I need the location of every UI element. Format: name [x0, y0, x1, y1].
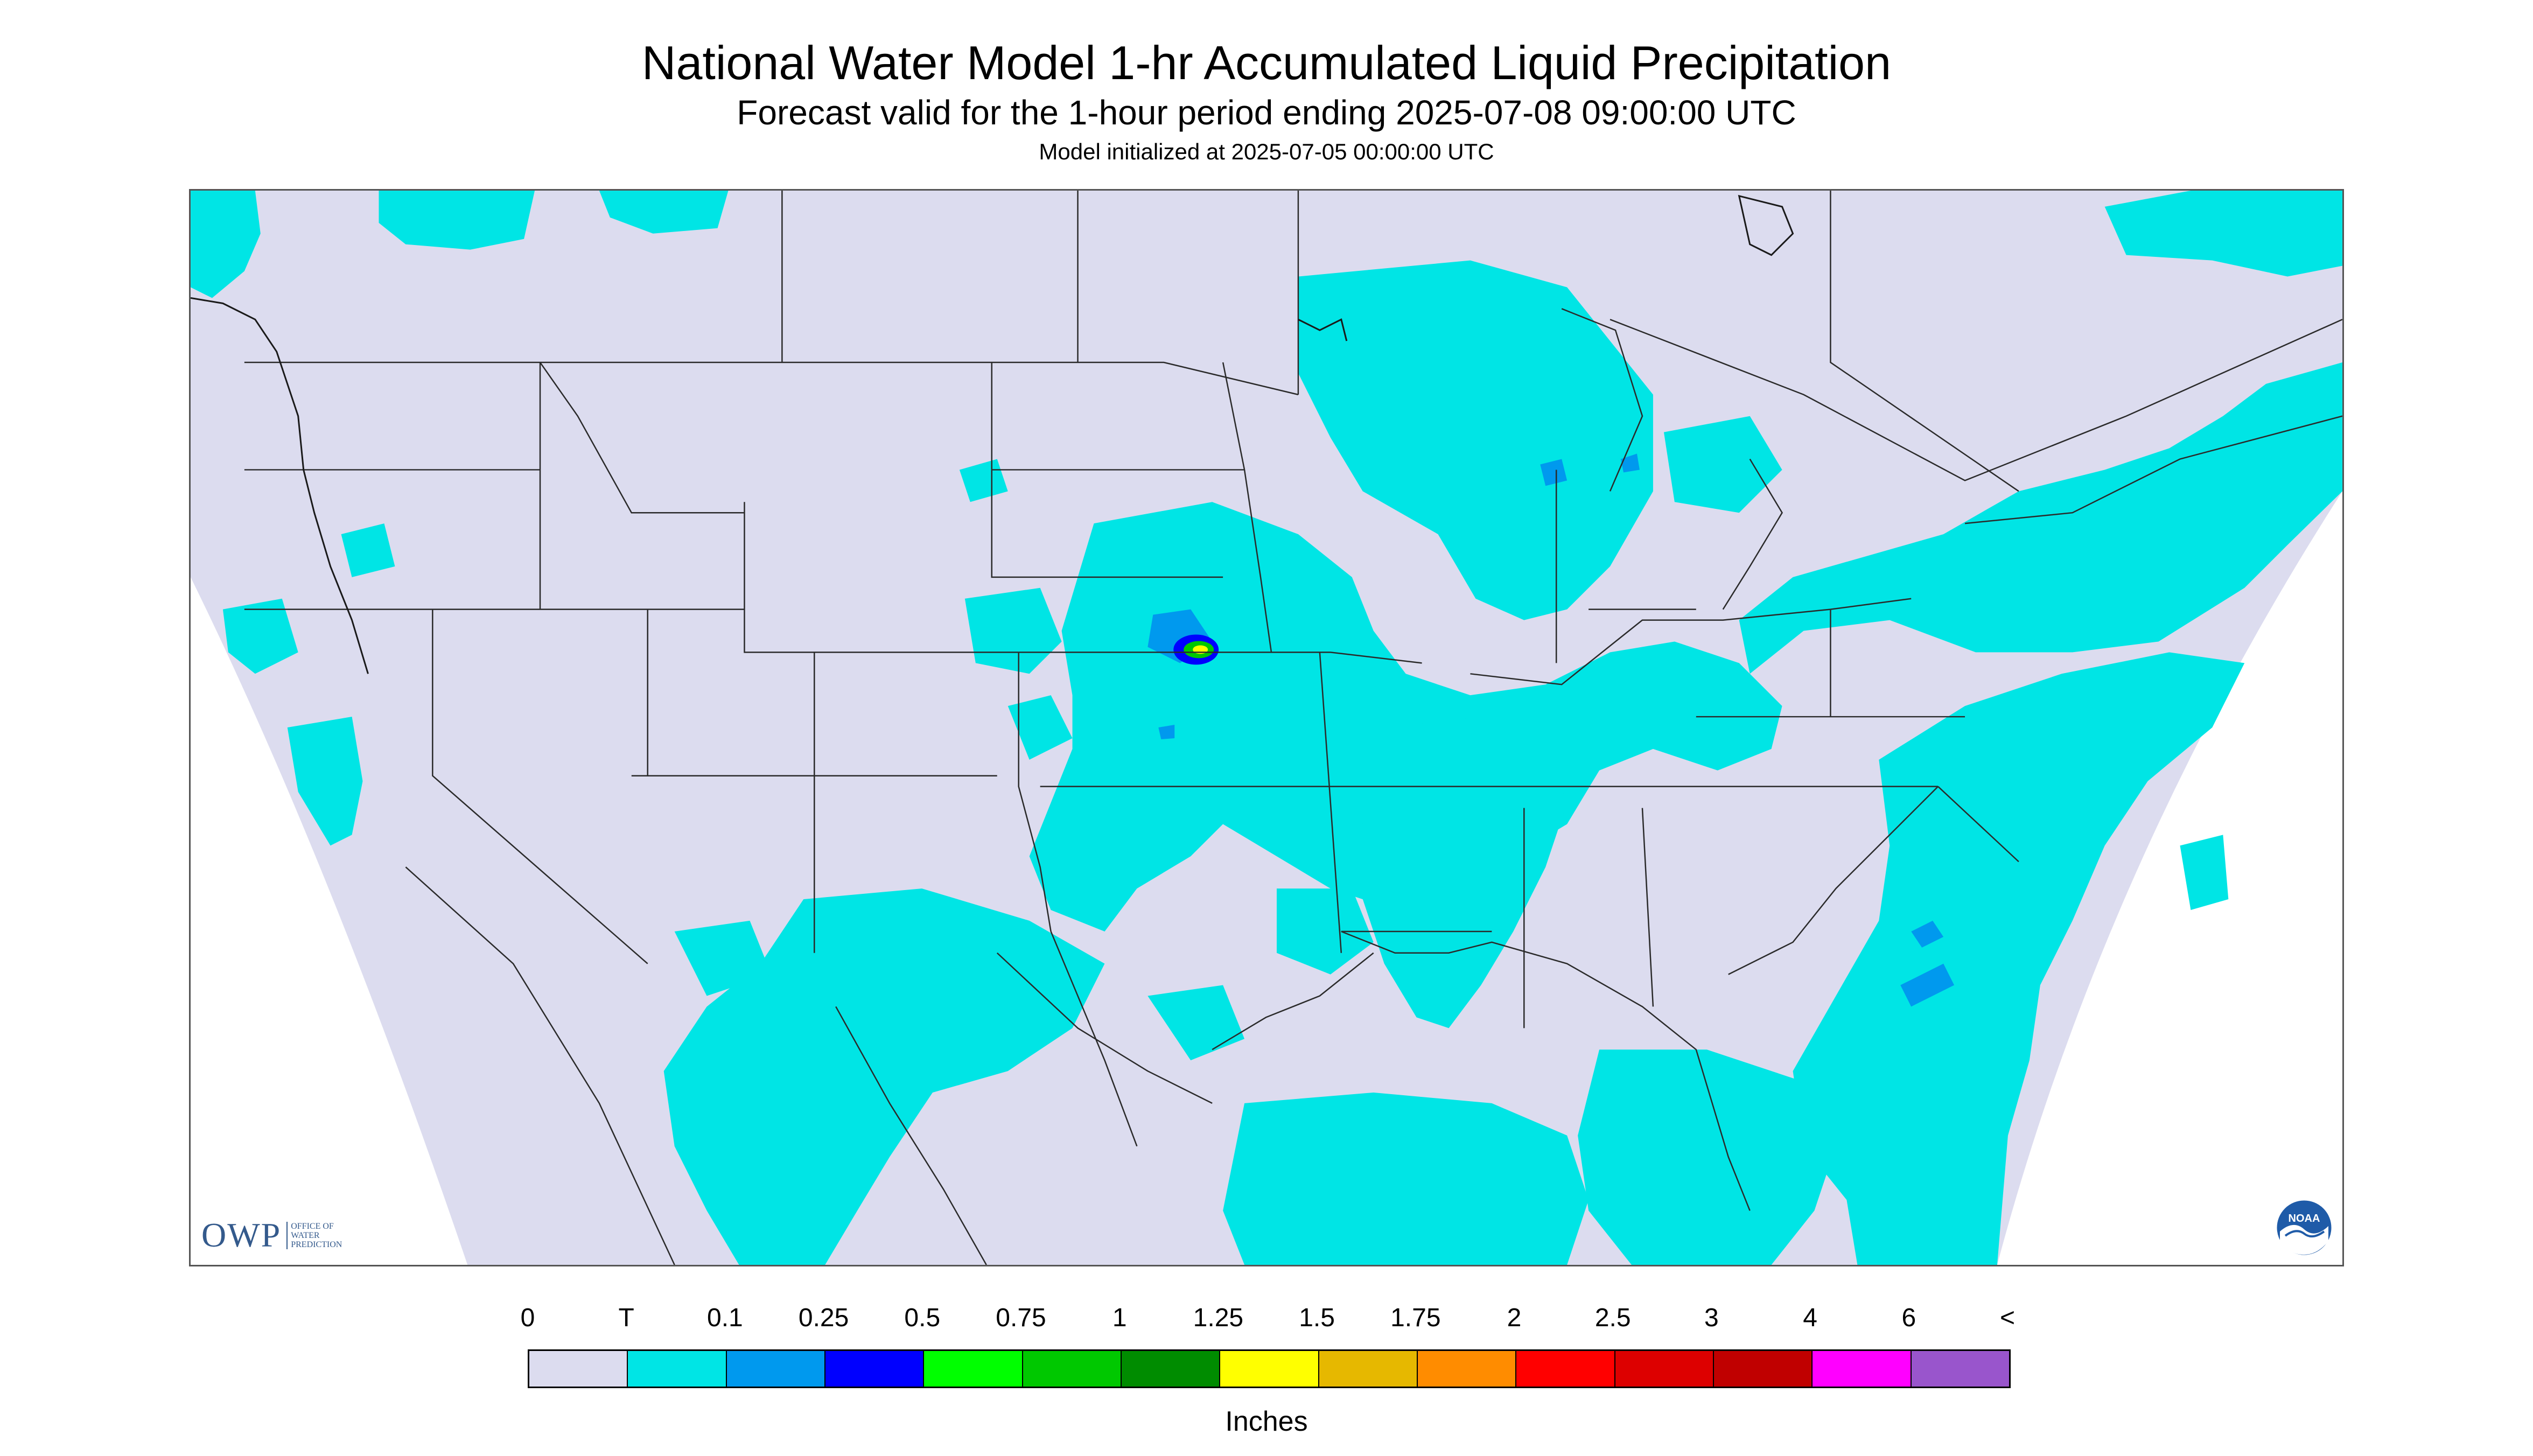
- legend-swatch: [1417, 1351, 1517, 1387]
- legend-label: 0.25: [798, 1304, 849, 1332]
- noaa-logo-icon: NOAA: [2275, 1199, 2333, 1257]
- legend-swatch: [1516, 1351, 1615, 1387]
- legend-swatch: [1220, 1351, 1319, 1387]
- legend-labels: 0 T 0.1 0.25 0.5 0.75 1 1.25 1.5 1.75 2 2.5 3 4 6 <: [0, 1303, 2533, 1335]
- legend-label: 0.1: [707, 1304, 743, 1332]
- map-title: National Water Model 1-hr Accumulated Li…: [641, 36, 1892, 89]
- legend-units: Inches: [1225, 1406, 1308, 1437]
- political-boundaries: [244, 191, 2342, 1265]
- coastline-detail: [191, 194, 1794, 674]
- heavy-precip-cell: [1173, 634, 1219, 665]
- forecast-valid-subtitle: Forecast valid for the 1-hour period end…: [737, 93, 1796, 132]
- legend-label: 1.25: [1193, 1304, 1244, 1332]
- legend-swatch: [1319, 1351, 1418, 1387]
- trace-precip-areas: [191, 191, 2342, 1265]
- legend-swatch: [1813, 1351, 1912, 1387]
- legend-swatch: [924, 1351, 1023, 1387]
- legend-swatch: [529, 1351, 628, 1387]
- legend-color-bar: [528, 1349, 2011, 1388]
- legend-label: T: [618, 1304, 634, 1332]
- legend-swatch: [1911, 1351, 2009, 1387]
- legend-swatch: [628, 1351, 727, 1387]
- legend-label: 0.5: [904, 1304, 941, 1332]
- legend-swatch: [1713, 1351, 1813, 1387]
- legend-swatch: [1615, 1351, 1714, 1387]
- owp-logo-subtext: OFFICE OF WATER PREDICTION: [286, 1221, 361, 1249]
- legend-label: <: [1999, 1304, 2016, 1332]
- precipitation-map: OWP OFFICE OF WATER PREDICTION NOAA: [189, 189, 2344, 1266]
- legend-swatch: [726, 1351, 825, 1387]
- legend-swatch: [1121, 1351, 1221, 1387]
- legend-swatch: [1023, 1351, 1122, 1387]
- legend-label: 3: [1704, 1304, 1719, 1332]
- legend-label: 1.75: [1390, 1304, 1441, 1332]
- map-canvas: [191, 191, 2342, 1265]
- legend-label: 4: [1803, 1304, 1817, 1332]
- legend-label: 1.5: [1299, 1304, 1335, 1332]
- legend-swatch: [825, 1351, 925, 1387]
- legend-label: 1: [1112, 1304, 1127, 1332]
- legend-label: 6: [1901, 1304, 1916, 1332]
- owp-logo-mark: OWP: [201, 1216, 282, 1254]
- legend-label: 2.5: [1594, 1304, 1631, 1332]
- legend-label: 0.75: [996, 1304, 1046, 1332]
- legend-label: 0: [520, 1304, 535, 1332]
- owp-logo: OWP OFFICE OF WATER PREDICTION: [201, 1215, 361, 1255]
- noaa-logo-text: NOAA: [2289, 1213, 2320, 1224]
- legend-label: 2: [1507, 1304, 1522, 1332]
- model-init-line: Model initialized at 2025-07-05 00:00:00…: [1039, 139, 1494, 164]
